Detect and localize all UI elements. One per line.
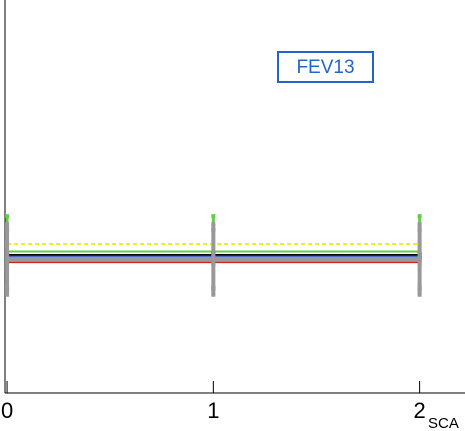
annotation-box [277, 51, 374, 83]
error-cap [211, 222, 216, 227]
error-cap [211, 214, 216, 219]
error-cap [417, 222, 422, 227]
error-cap [5, 292, 10, 297]
error-cap [211, 292, 216, 297]
x-tick-label: 0 [1, 398, 13, 423]
error-cap [417, 214, 422, 219]
error-cap [5, 222, 10, 227]
x-tick-label: 2 [413, 398, 425, 423]
x-tick-label: 1 [207, 398, 219, 423]
x-axis-label: SCA [428, 415, 459, 431]
annotation: FEV13 [296, 57, 354, 78]
error-cap [417, 292, 422, 297]
error-cap [5, 214, 10, 219]
